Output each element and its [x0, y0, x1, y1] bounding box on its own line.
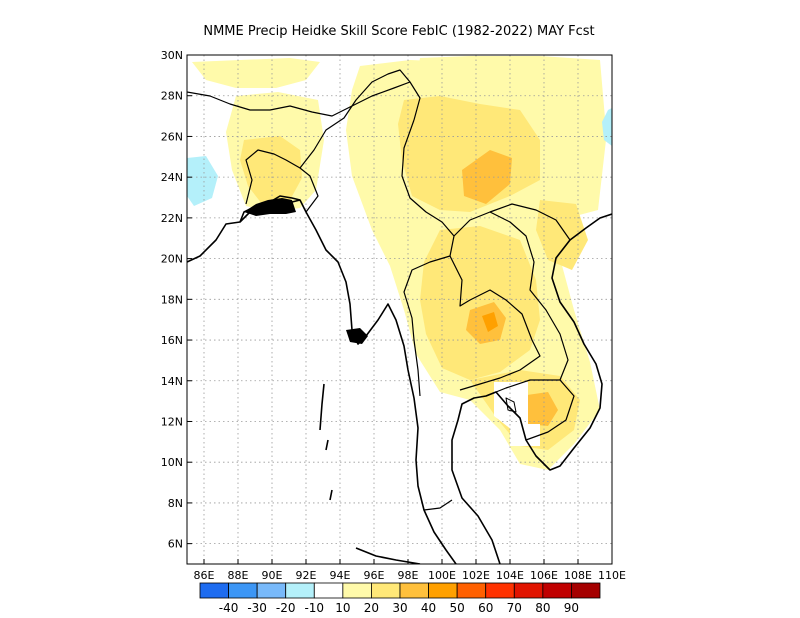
colorbar-label: -20 — [276, 601, 296, 615]
x-tick-label: 88E — [228, 569, 249, 582]
skill-area-negative-east — [602, 108, 612, 146]
colorbar-label: -10 — [304, 601, 324, 615]
colorbar-swatch — [485, 582, 515, 599]
colorbar-swatch — [399, 582, 429, 599]
y-tick-label: 6N — [168, 538, 183, 551]
colorbar-swatch — [256, 582, 287, 599]
skill-area-laos-thai — [420, 226, 540, 380]
y-tick-label: 16N — [161, 334, 183, 347]
y-tick-label: 30N — [161, 49, 183, 62]
colorbar-swatch — [228, 582, 258, 599]
colorbar-swatch — [285, 582, 315, 599]
y-tick-label: 24N — [161, 171, 183, 184]
colorbar-label: -30 — [247, 601, 267, 615]
colorbar-label: 60 — [478, 601, 493, 615]
x-tick-label: 90E — [262, 569, 283, 582]
colorbar-label: 20 — [364, 601, 379, 615]
border-laos — [453, 211, 569, 381]
y-axis-ticks: 30N 28N 26N 24N 22N 20N 18N 16N 14N 12N 10N 8N 6N — [161, 49, 192, 551]
sumatra-tip — [355, 547, 421, 564]
x-tick-label: 96E — [364, 569, 385, 582]
border-myanmar-east — [401, 119, 455, 397]
x-tick-label: 106E — [530, 569, 558, 582]
colorbar-label: 50 — [450, 601, 465, 615]
colorbar-swatch — [371, 582, 401, 599]
y-tick-label: 14N — [161, 375, 183, 388]
y-tick-label: 28N — [161, 90, 183, 103]
colorbar-swatch — [428, 582, 458, 599]
colorbar: -40 -30 -20 -10 10 20 30 40 50 60 70 80 90 — [199, 582, 601, 615]
y-tick-label: 8N — [168, 497, 183, 510]
border-myanmar-west — [299, 69, 411, 169]
y-tick-label: 26N — [161, 130, 183, 143]
ganges-delta — [244, 198, 296, 216]
border-china-vietnam — [489, 203, 571, 241]
colorbar-label: 10 — [335, 601, 350, 615]
tonle-sap — [505, 397, 517, 413]
border-himalaya — [187, 81, 421, 121]
colorbar-label: 80 — [535, 601, 550, 615]
x-tick-label: 98E — [398, 569, 419, 582]
skill-area-cambodia-peak — [520, 392, 558, 426]
colorbar-swatch — [571, 582, 601, 599]
y-tick-label: 10N — [161, 456, 183, 469]
colorbar-swatch — [513, 582, 544, 599]
x-tick-label: 94E — [330, 569, 351, 582]
coastline-east — [451, 213, 612, 564]
plot-frame — [186, 54, 613, 565]
x-axis-ticks: 86E 88E 90E 92E 94E 96E 98E 100E 102E 104E 106E 108… — [194, 559, 626, 582]
x-tick-label: 92E — [296, 569, 317, 582]
colorbar-swatch — [342, 582, 372, 599]
skill-area-bangladesh-core — [240, 136, 302, 204]
map-title: NMME Precip Heidke Skill Score FebIC (19… — [203, 24, 594, 39]
border-cambodia — [485, 379, 575, 441]
border-thai-laos — [449, 255, 541, 391]
y-tick-label: 18N — [161, 293, 183, 306]
y-tick-label: 12N — [161, 415, 183, 428]
colorbar-label: 90 — [564, 601, 579, 615]
skill-area-yunnan-peak — [462, 150, 512, 204]
irrawaddy-delta — [346, 328, 368, 344]
andaman-islands — [319, 383, 333, 501]
x-tick-label: 102E — [462, 569, 490, 582]
x-tick-label: 108E — [564, 569, 592, 582]
x-tick-label: 86E — [194, 569, 215, 582]
y-tick-label: 22N — [161, 212, 183, 225]
y-tick-label: 20N — [161, 253, 183, 266]
colorbar-label: 70 — [507, 601, 522, 615]
x-tick-label: 100E — [428, 569, 456, 582]
colorbar-label: 30 — [392, 601, 407, 615]
skill-area-thai-max — [482, 312, 498, 332]
colorbar-label: 40 — [421, 601, 436, 615]
skill-area-negative-west — [187, 156, 218, 206]
colorbar-swatch — [199, 582, 229, 599]
colorbar-swatch — [456, 582, 487, 599]
border-malaysia — [423, 499, 453, 511]
x-tick-label: 110E — [598, 569, 626, 582]
colorbar-label: -40 — [219, 601, 239, 615]
coastlines-and-borders — [187, 69, 612, 564]
x-tick-label: 104E — [496, 569, 524, 582]
lat-lon-grid — [187, 55, 612, 564]
colorbar-swatch — [542, 582, 572, 599]
border-india-bangladesh — [245, 149, 319, 213]
skill-area-nw-india — [192, 58, 320, 88]
skill-field — [187, 56, 612, 470]
colorbar-swatch — [313, 582, 344, 599]
